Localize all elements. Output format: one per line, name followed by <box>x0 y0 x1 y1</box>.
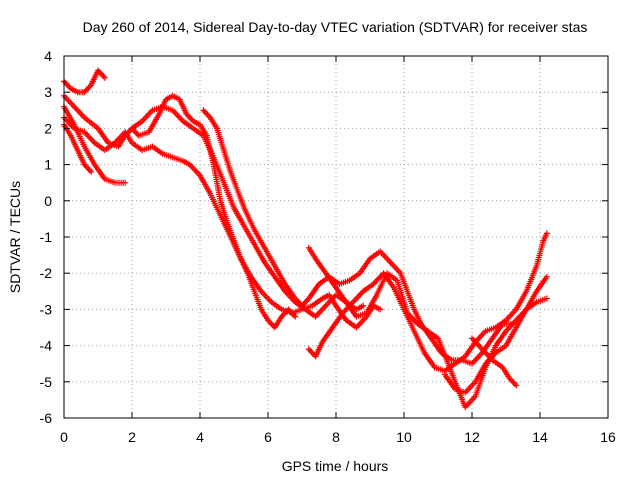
x-tick-labels: 0 2 4 6 8 10 12 14 16 <box>60 429 616 445</box>
y-tick-labels: -6 -5 -4 -3 -2 -1 0 1 2 3 4 <box>40 48 53 426</box>
data-series <box>61 67 108 96</box>
data-point <box>85 165 92 172</box>
y-tick-label: 0 <box>44 193 52 209</box>
x-tick-label: 8 <box>332 429 340 445</box>
x-axis-label: GPS time / hours <box>282 458 389 474</box>
data-series <box>469 335 520 389</box>
chart-title: Day 260 of 2014, Sidereal Day-to-day VTE… <box>83 19 588 35</box>
y-tick-label: 2 <box>44 120 52 136</box>
data-point <box>269 321 276 328</box>
data-point <box>543 230 550 237</box>
data-point <box>131 128 138 135</box>
data-point <box>292 313 299 320</box>
data-point <box>85 84 92 91</box>
y-tick-label: -1 <box>40 229 53 245</box>
x-tick-label: 2 <box>128 429 136 445</box>
x-tick-label: 4 <box>196 429 204 445</box>
data-point <box>307 347 314 354</box>
y-tick-label: -4 <box>40 338 53 354</box>
data-point <box>82 87 89 94</box>
data-series <box>129 103 367 320</box>
data-point <box>63 81 70 88</box>
data-point <box>510 379 517 386</box>
data-point <box>65 82 72 89</box>
x-tick-label: 16 <box>600 429 616 445</box>
data-point <box>187 115 194 122</box>
y-tick-label: -5 <box>40 374 53 390</box>
gridlines <box>64 56 608 418</box>
data-series <box>61 103 129 186</box>
data-point <box>122 179 129 186</box>
data-point <box>200 107 207 114</box>
y-tick-label: 3 <box>44 84 52 100</box>
y-tick-label: -2 <box>40 265 53 281</box>
data-point <box>204 111 211 118</box>
data-series <box>305 244 550 411</box>
data-points <box>61 67 550 411</box>
data-point <box>543 273 550 280</box>
x-tick-label: 10 <box>396 429 412 445</box>
data-point <box>97 70 104 77</box>
x-tick-label: 0 <box>60 429 68 445</box>
data-point <box>360 302 367 309</box>
data-point <box>100 73 107 80</box>
data-point <box>305 346 312 353</box>
y-tick-label: -3 <box>40 301 53 317</box>
data-point <box>543 295 550 302</box>
x-tick-label: 12 <box>464 429 480 445</box>
axis-ticks <box>63 55 609 419</box>
data-point <box>86 167 93 174</box>
data-point <box>377 306 384 313</box>
y-tick-label: -6 <box>40 410 53 426</box>
data-point <box>267 320 274 327</box>
data-series <box>200 107 516 367</box>
y-tick-label: 1 <box>44 157 52 173</box>
data-point <box>186 113 193 120</box>
x-tick-label: 14 <box>532 429 548 445</box>
data-point <box>513 382 520 389</box>
data-point <box>134 131 141 138</box>
data-point <box>62 79 69 86</box>
data-point <box>301 299 308 306</box>
data-point <box>84 164 91 171</box>
y-axis-label: SDTVAR / TECUs <box>7 181 23 293</box>
data-point <box>201 108 208 115</box>
data-point <box>203 110 210 117</box>
data-point <box>509 378 516 385</box>
data-series <box>305 230 550 374</box>
data-point <box>88 168 95 175</box>
data-point <box>303 298 310 305</box>
y-tick-label: 4 <box>44 48 52 64</box>
data-point <box>309 350 316 357</box>
data-point <box>84 86 91 93</box>
data-point <box>101 74 108 81</box>
x-tick-label: 6 <box>264 429 272 445</box>
data-series <box>441 273 550 396</box>
